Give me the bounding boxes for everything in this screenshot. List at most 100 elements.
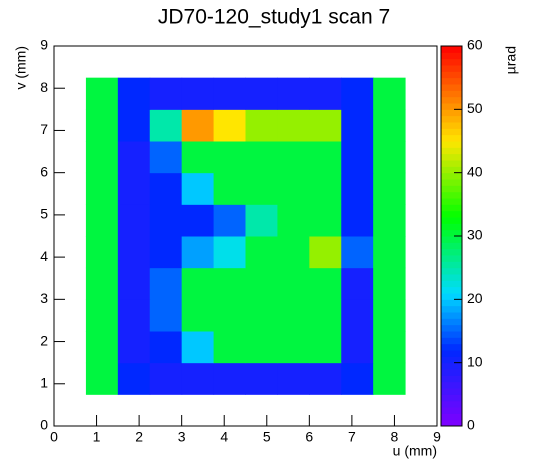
heatmap-cell [117, 77, 151, 110]
colorbar-segment [441, 375, 462, 383]
heatmap-cell [213, 141, 246, 174]
heatmap-cell [277, 204, 310, 237]
heatmap-cell [85, 362, 119, 395]
colorbar-segment [441, 90, 462, 98]
colorbar-segment [441, 400, 462, 408]
heatmap-cell [85, 331, 119, 364]
heatmap-cell [341, 331, 374, 364]
x-tick-label: 7 [348, 429, 356, 445]
heatmap-cell [213, 299, 246, 332]
colorbar-segment [441, 312, 462, 319]
heatmap-cell [117, 236, 151, 269]
z-tick-label: 60 [467, 37, 483, 53]
z-axis-label: µrad [503, 46, 519, 74]
colorbar-segment [441, 337, 462, 345]
plot-frame [53, 45, 438, 427]
colorbar-segment [441, 248, 462, 256]
colorbar-segment [441, 96, 462, 104]
y-tick-label: 0 [40, 417, 48, 433]
colorbar-segment [441, 134, 462, 142]
colorbar-segment [441, 128, 462, 136]
x-tick-label: 0 [50, 429, 58, 445]
heatmap-cell [117, 331, 151, 364]
colorbar-segment [441, 362, 462, 370]
heatmap-cell [85, 236, 119, 269]
heatmap-cell [181, 204, 215, 237]
heatmap-cell [245, 362, 278, 395]
colorbar-segment [441, 172, 462, 180]
heatmap-cell [245, 77, 278, 110]
heatmap-cell [373, 362, 406, 395]
colorbar-segment [441, 286, 462, 294]
colorbar-segment [441, 394, 462, 402]
colorbar-segment [441, 293, 462, 300]
colorbar-segment [441, 274, 462, 281]
z-tick-label: 40 [467, 163, 483, 179]
heatmap-cell [181, 299, 215, 332]
colorbar-segment [441, 84, 462, 91]
heatmap-cell [149, 141, 183, 174]
y-tick-label: 9 [40, 37, 48, 53]
heatmap-cell [341, 109, 374, 142]
heatmap-cell [213, 204, 246, 237]
heatmap-cell [117, 299, 151, 332]
heatmap-cell [341, 362, 374, 395]
heatmap-cell [373, 331, 406, 364]
colorbar-segment [441, 299, 462, 307]
heatmap-cell [117, 362, 151, 395]
heatmap-cell [309, 267, 342, 300]
heatmap-cell [181, 331, 215, 364]
heatmap-cell [341, 236, 374, 269]
heatmap-cell [277, 299, 310, 332]
heatmap-cell [213, 331, 246, 364]
heatmap-cell [149, 172, 183, 205]
colorbar-segment [441, 52, 462, 60]
heatmap-cell [181, 362, 215, 395]
x-tick-label: 4 [220, 429, 228, 445]
heatmap-cell [85, 77, 119, 110]
heatmap-cell [309, 236, 342, 269]
heatmap-cell [277, 141, 310, 174]
colorbar-segment [441, 191, 462, 199]
heatmap-cell [149, 204, 183, 237]
heatmap-cell [213, 172, 246, 205]
heatmap-cell [149, 331, 183, 364]
colorbar-segment [441, 318, 462, 326]
colorbar-segment [441, 350, 462, 357]
heatmap-cell [85, 109, 119, 142]
x-tick-label: 9 [433, 429, 441, 445]
heatmap-cell [213, 77, 246, 110]
heatmap-cell [309, 77, 342, 110]
heatmap-cell [117, 204, 151, 237]
colorbar-segment [441, 141, 462, 148]
heatmap-cell [245, 267, 278, 300]
colorbar-segment [441, 255, 462, 262]
z-tick-label: 30 [467, 227, 483, 243]
chart-title: JD70-120_study1 scan 7 [158, 6, 390, 29]
heatmap-cell [341, 299, 374, 332]
heatmap-cell [181, 77, 215, 110]
z-tick-label: 50 [467, 100, 483, 116]
heatmap-cell [341, 141, 374, 174]
heatmap-cell [181, 236, 215, 269]
z-tick-label: 0 [467, 417, 475, 433]
heatmap-cell [213, 236, 246, 269]
heatmap-cell [213, 109, 246, 142]
heatmap-cell [245, 109, 278, 142]
y-tick-label: 8 [40, 79, 48, 95]
heatmap-cell [213, 362, 246, 395]
colorbar-segment [441, 343, 462, 351]
colorbar-segment [441, 331, 462, 338]
heatmap-cell [277, 362, 310, 395]
y-tick-label: 7 [40, 121, 48, 137]
x-tick-label: 3 [178, 429, 186, 445]
heatmap-cell [373, 172, 406, 205]
heatmap-cell [341, 77, 374, 110]
heatmap-cell [85, 299, 119, 332]
heatmap-cell [117, 267, 151, 300]
heatmap-cell [245, 204, 278, 237]
y-tick-label: 1 [40, 374, 48, 390]
x-tick-label: 2 [135, 429, 143, 445]
x-tick-label: 8 [391, 429, 399, 445]
